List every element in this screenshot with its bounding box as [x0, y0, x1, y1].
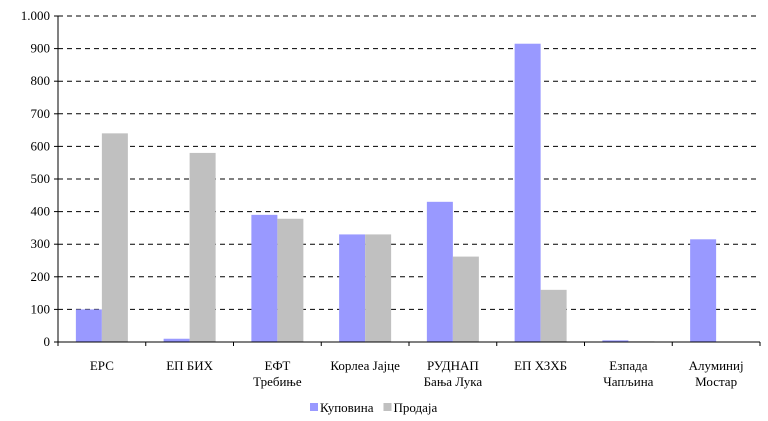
bar: [365, 234, 392, 342]
bar: [690, 239, 717, 342]
y-tick-label: 700: [31, 106, 51, 121]
bar: [277, 218, 304, 342]
bar: [602, 340, 629, 342]
bar: [514, 43, 541, 343]
y-tick-label: 900: [31, 41, 51, 56]
bar: [163, 338, 190, 342]
x-tick-label: Чапљина: [603, 374, 653, 389]
axes: [57, 16, 761, 346]
y-tick-label: 1.000: [21, 8, 50, 23]
y-tick-label: 0: [44, 334, 51, 349]
bar: [75, 309, 102, 342]
x-tick-label: ЕП ХЗХБ: [514, 358, 567, 373]
legend-swatch: [310, 403, 318, 411]
bar: [101, 133, 128, 342]
y-tick-label: 600: [31, 138, 51, 153]
legend-label: Продаја: [393, 400, 437, 415]
x-tick-label: ЕРС: [90, 358, 114, 373]
y-tick-label: 800: [31, 73, 51, 88]
bars: [75, 43, 717, 343]
y-tick-label: 300: [31, 236, 51, 251]
x-tick-label: Алуминиј: [689, 358, 744, 373]
x-tick-label: Корлеа Јајце: [330, 358, 400, 373]
y-tick-label: 200: [31, 269, 51, 284]
legend: Куповина Продаја: [310, 400, 437, 415]
legend-label: Куповина: [320, 400, 374, 415]
bar: [251, 214, 278, 342]
bar: [426, 201, 453, 342]
x-tick-label: Требиње: [253, 374, 302, 389]
y-axis-ticks: 0 100 200 300 400 500 600 700 800 900 1.000: [21, 8, 58, 349]
legend-swatch: [383, 403, 392, 411]
bar: [540, 289, 567, 342]
x-tick-label: Езпада: [609, 358, 647, 373]
y-tick-label: 500: [31, 171, 51, 186]
gridlines: [58, 15, 760, 310]
x-tick-label: РУДНАП: [427, 358, 479, 373]
bar: [339, 234, 366, 342]
x-tick-label: ЕП БИХ: [166, 358, 213, 373]
bar: [452, 256, 479, 342]
x-tick-label: ЕФТ: [264, 358, 290, 373]
x-tick-label: Бања Лука: [424, 374, 483, 389]
y-tick-label: 400: [31, 204, 51, 219]
bar: [189, 152, 216, 342]
x-tick-label: Мостар: [695, 374, 737, 389]
y-tick-label: 100: [31, 301, 51, 316]
